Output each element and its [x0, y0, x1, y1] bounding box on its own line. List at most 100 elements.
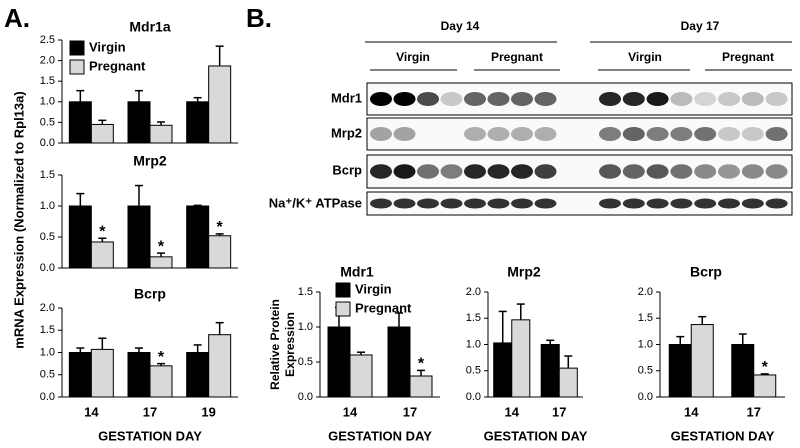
blot-band [741, 164, 764, 179]
error-bar [193, 344, 202, 353]
y-tick-label: 0.5 [40, 231, 55, 243]
y-tick-label: 1.5 [40, 169, 55, 181]
blot-strip [366, 191, 793, 216]
blot-band [670, 164, 693, 179]
chart-title: Mdr1a [129, 19, 170, 35]
blot-band [694, 91, 717, 107]
y-tick-label: 0.5 [298, 356, 313, 368]
y-tick-label: 1.0 [40, 346, 55, 358]
significance-mark: * [762, 359, 769, 376]
blot-band [487, 126, 510, 142]
y-tick-label: 1.5 [466, 312, 481, 324]
blot-band [511, 126, 533, 142]
blot-band [718, 91, 740, 107]
x-tick-label: 14 [684, 404, 699, 419]
y-tick-label: 0.0 [298, 391, 313, 403]
blot-band [464, 164, 486, 179]
blot-band [417, 164, 439, 179]
error-bar [546, 339, 555, 345]
chart-title: Bcrp [690, 264, 722, 280]
error-bar [357, 351, 365, 355]
bar [208, 334, 232, 398]
bar [540, 344, 560, 398]
y-tick-label: 1.0 [40, 200, 55, 212]
chart-title: Bcrp [134, 286, 166, 302]
blot-band [599, 126, 621, 142]
blot-band [393, 91, 416, 107]
bar [690, 324, 714, 398]
bar [68, 101, 92, 144]
significance-mark: * [217, 219, 224, 236]
bar [90, 348, 114, 398]
y-tick-label: 0.0 [40, 137, 55, 149]
blot-band [765, 164, 788, 179]
error-bar [98, 337, 107, 350]
y-tick-label: 0.5 [638, 365, 653, 377]
bar [127, 101, 151, 144]
error-bar [157, 252, 165, 257]
legend-label: Pregnant [355, 300, 412, 315]
error-bar [98, 119, 107, 125]
bar [208, 65, 232, 144]
blot-row-label: Mdr1 [331, 90, 362, 105]
error-bar [157, 121, 165, 126]
error-bar [516, 303, 525, 320]
bar [753, 374, 777, 398]
bar [127, 352, 151, 398]
x-tick-label: 17 [143, 404, 157, 419]
bar [387, 326, 411, 398]
blot-band [511, 164, 533, 179]
x-tick-label: 14 [343, 404, 358, 419]
blot-strip [366, 117, 793, 151]
blot-band [511, 91, 533, 107]
error-bar [564, 355, 573, 369]
bar [208, 235, 232, 269]
blot-band [646, 126, 669, 142]
blot-band [741, 126, 764, 142]
legend-swatch [335, 282, 351, 298]
y-tick-label: 0.5 [40, 116, 55, 128]
x-tick-label: 17 [403, 404, 417, 419]
blot-band [370, 198, 392, 209]
significance-mark: * [99, 223, 106, 240]
blot-row-label: Mrp2 [331, 125, 362, 140]
blot-band [599, 91, 621, 107]
blot-band [464, 198, 486, 209]
x-tick-label: 19 [201, 404, 215, 419]
y-tick-label: 1.0 [298, 321, 313, 333]
y-tick-label: 1.5 [298, 286, 313, 298]
x-axis-label: GESTATION DAY [671, 428, 775, 443]
y-tick-label: 0.0 [638, 391, 653, 403]
bar [186, 205, 210, 269]
legend-swatch [69, 40, 85, 56]
y-tick-label: 2.5 [40, 34, 55, 46]
blot-band [417, 91, 439, 107]
blot-band [440, 198, 463, 209]
error-bar [417, 369, 425, 376]
y-tick-label: 1.5 [638, 312, 653, 324]
y-tick-label: 2.0 [40, 55, 55, 67]
blot-band [393, 164, 416, 179]
chart-title: Mrp2 [133, 153, 167, 169]
chart-title: Mdr1 [340, 264, 374, 280]
blot-image [366, 82, 793, 216]
bar [90, 123, 114, 144]
error-bar [157, 362, 165, 366]
blot-band [534, 91, 557, 107]
error-bar [76, 89, 85, 102]
blot-band [511, 198, 533, 209]
error-bar [135, 89, 143, 102]
blot-condition: Virgin [396, 50, 430, 64]
blot-row-label: Bcrp [332, 162, 362, 177]
blot-day: Day 14 [441, 19, 480, 33]
y-tick-label: 1.0 [40, 96, 55, 108]
bar [186, 352, 210, 398]
blot-band [464, 91, 486, 107]
blot-band [370, 164, 392, 179]
blot-band [646, 198, 669, 209]
y-tick-label: 1.0 [466, 338, 481, 350]
y-tick-label: 0.5 [466, 365, 481, 377]
y-axis-label: mRNA Expression (Normalized to Rpl13a) [11, 91, 26, 348]
blot-band [670, 91, 693, 107]
blot-band [440, 91, 463, 107]
